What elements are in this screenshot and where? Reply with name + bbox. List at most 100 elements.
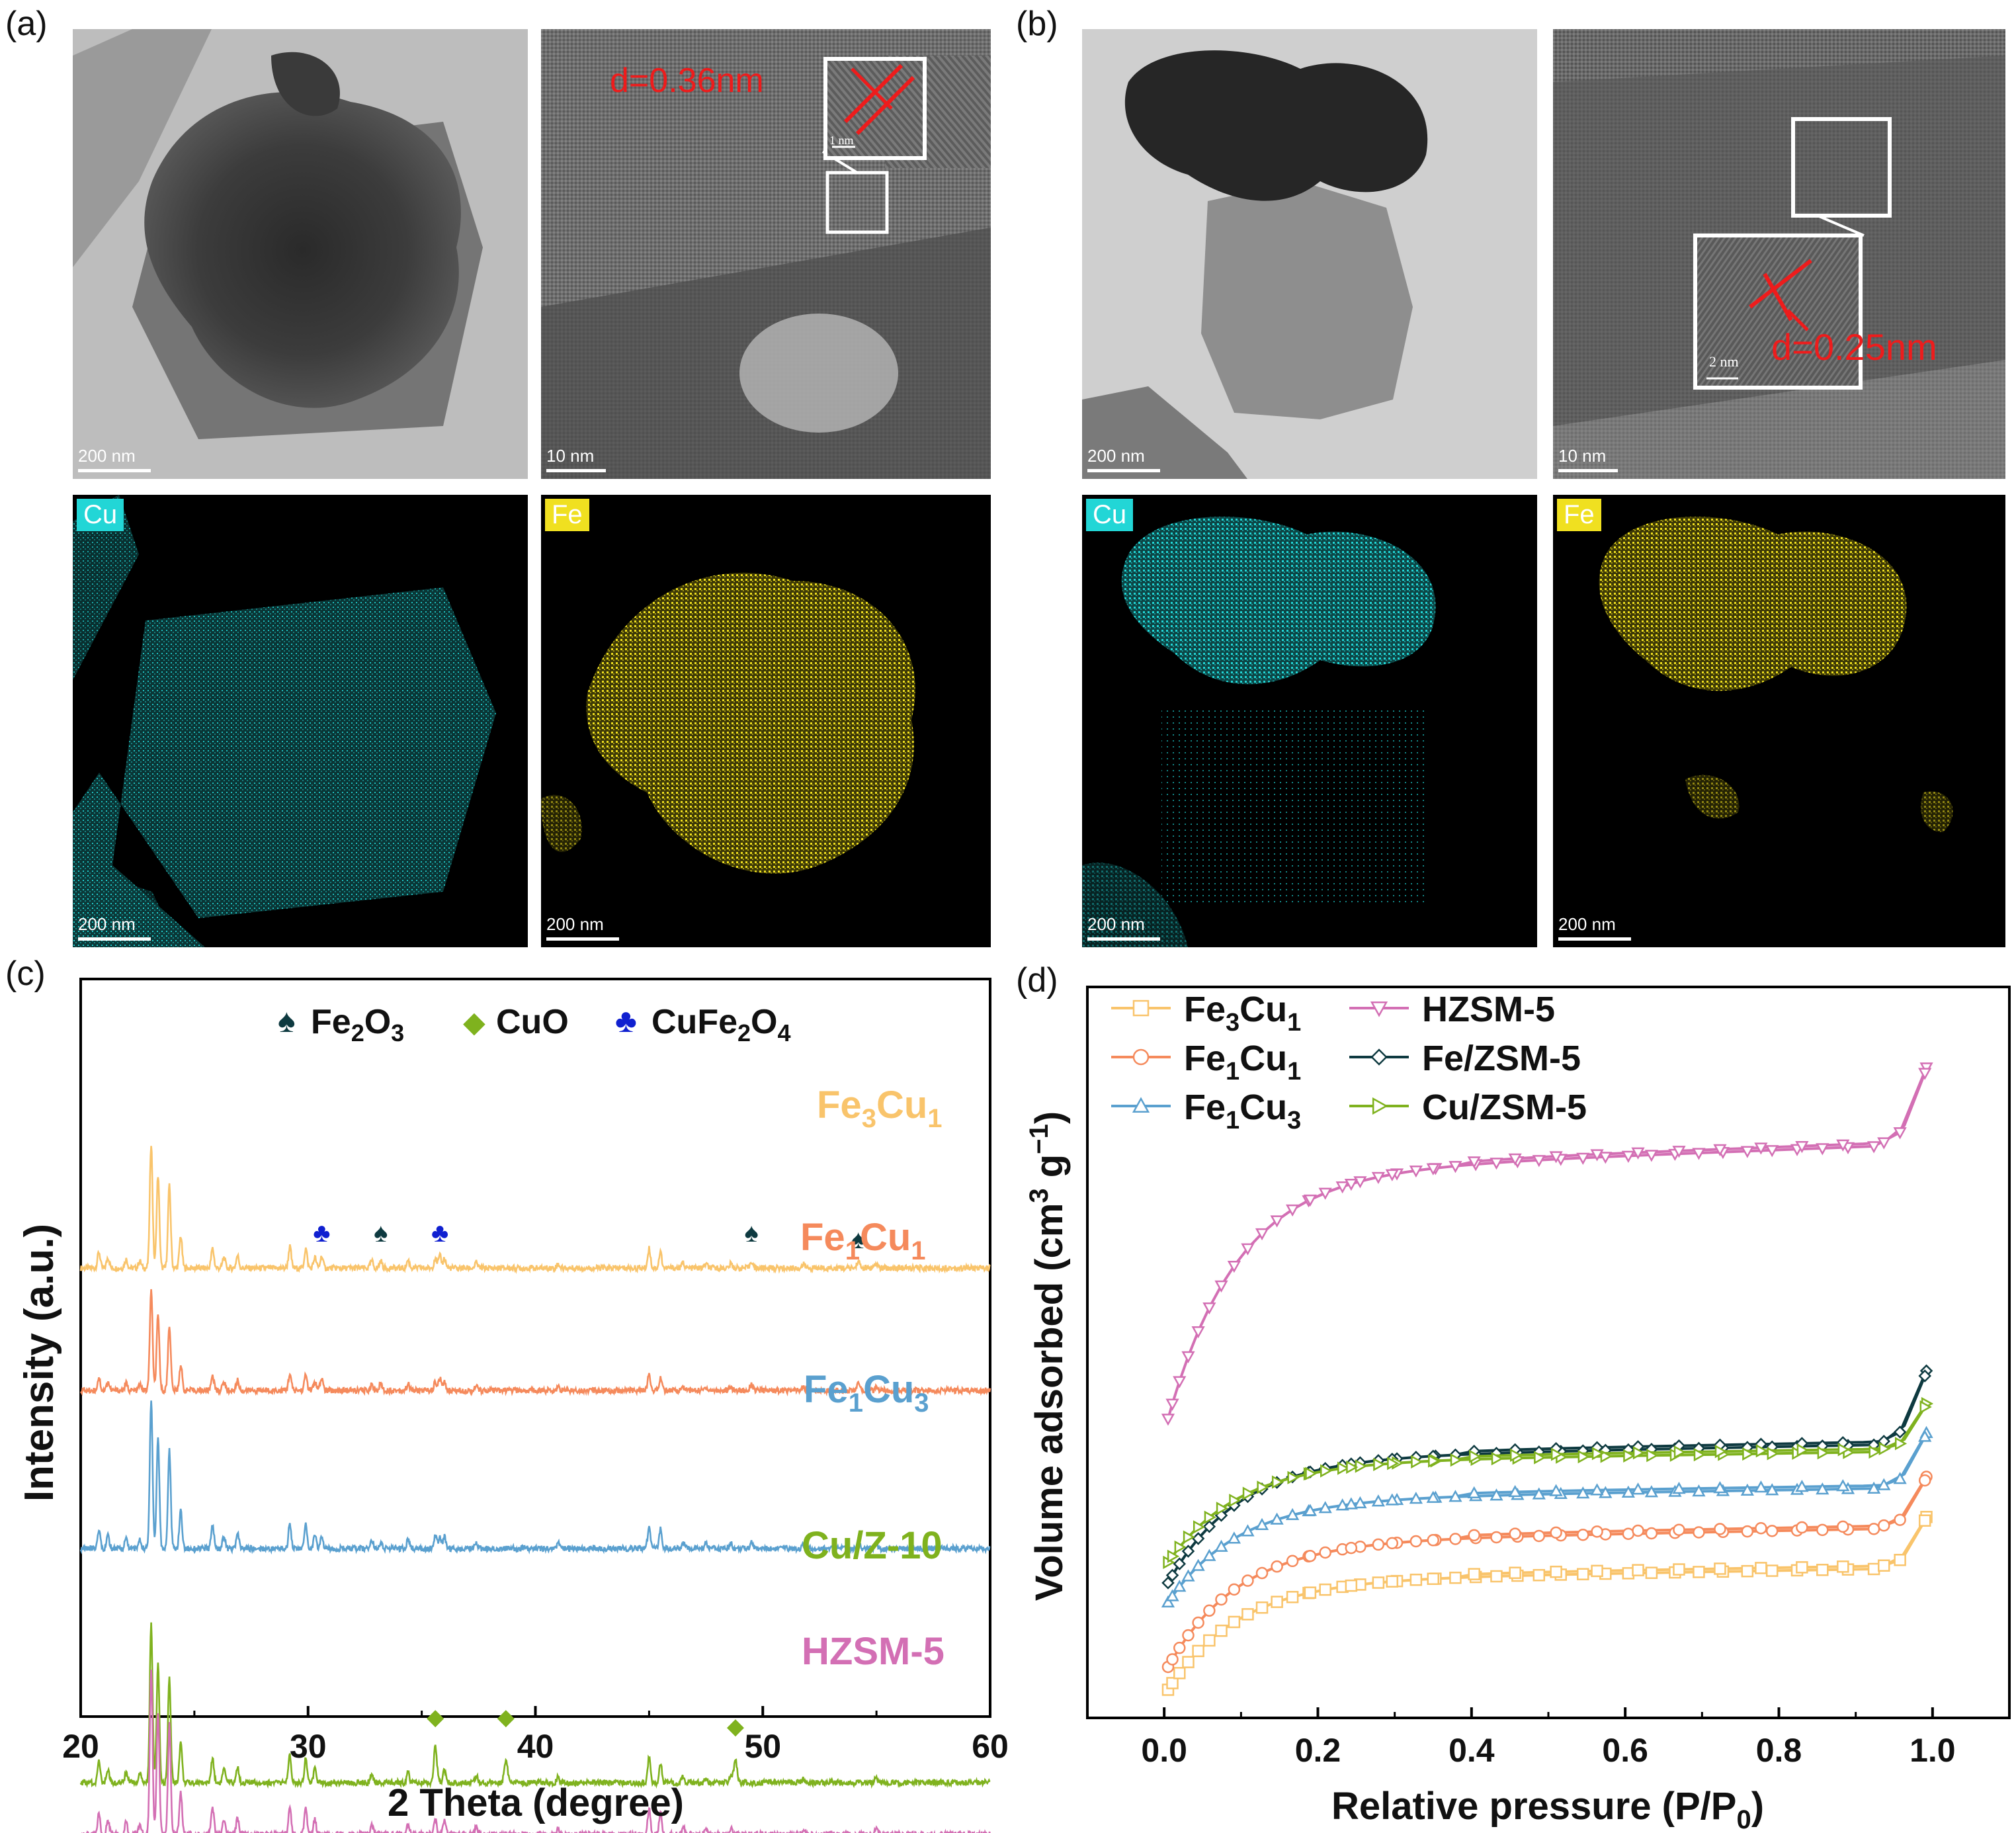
isotherm-point-fe1cu1 — [1228, 1583, 1241, 1596]
isotherm-point-cuzsm5 — [1742, 1447, 1755, 1461]
isotherm-point-fe1cu1 — [1490, 1531, 1503, 1544]
isotherm-point-hzsm5 — [1816, 1143, 1829, 1156]
xrd-xtick-label: 30 — [290, 1728, 327, 1765]
isotherm-point-hzsm5 — [1241, 1243, 1255, 1256]
scale-bar-b-cu: 200 nm — [1087, 914, 1160, 941]
isotherm-point-fe1cu1 — [1533, 1529, 1546, 1543]
scale-bar-a-cu-text: 200 nm — [78, 914, 136, 934]
series-label-cuz10: Cu/Z-10 — [802, 1524, 943, 1567]
isotherm-point-fe1cu1 — [1693, 1526, 1705, 1539]
isotherm-point-fe3cu1 — [1319, 1583, 1331, 1596]
scale-bar-a-fe-text: 200 nm — [546, 914, 604, 934]
isotherm-point-hzsm5 — [1191, 1326, 1205, 1339]
scale-bar-b-fe: 200 nm — [1558, 914, 1631, 941]
isotherm-ylabel: Volume adsorbed (cm3 g−1) — [1025, 1111, 1071, 1601]
isotherm-point-cuzsm5 — [1428, 1454, 1441, 1468]
isotherm-point-fe1cu3 — [1795, 1480, 1809, 1492]
isotherm-point-fe1cu3 — [1692, 1484, 1706, 1497]
isotherm-point-fe1cu3 — [1549, 1484, 1563, 1496]
isotherm-point-fe3cu1 — [1255, 1601, 1269, 1614]
isotherm-point-cuzsm5 — [1767, 1447, 1779, 1461]
series-label-hzsm5: HZSM-5 — [802, 1630, 945, 1673]
isotherm-point-fe1cu3 — [1202, 1549, 1216, 1561]
isotherm-point-hzsm5 — [1385, 1169, 1399, 1181]
isotherm-point-cuzsm5 — [1534, 1451, 1546, 1465]
isotherm-point-fe1cu1 — [1192, 1616, 1204, 1629]
isotherm-point-cuzsm5 — [1919, 1400, 1932, 1414]
eds-fe-label-a: Fe — [545, 499, 589, 531]
isotherm-point-fe1cu1 — [1632, 1524, 1644, 1537]
isotherm-point-fe1cu3 — [1318, 1501, 1332, 1513]
isotherm-point-cuzsm5 — [1646, 1449, 1659, 1463]
isotherm-point-hzsm5 — [1214, 1280, 1228, 1293]
legend-label-fe3cu1: Fe3Cu1 — [1184, 990, 1301, 1037]
scale-bar-b-hrtem-text: 10 nm — [1558, 446, 1607, 466]
isotherm-point-fe1cu3 — [1241, 1524, 1255, 1537]
isotherm-point-fe1cu1 — [1345, 1541, 1358, 1555]
isotherm-point-hzsm5 — [1549, 1151, 1563, 1164]
isotherm-point-fezsm5 — [1165, 1568, 1179, 1582]
isotherm-point-hzsm5 — [1532, 1155, 1546, 1168]
isotherm-point-fe1cu3 — [1754, 1480, 1768, 1493]
isotherm-point-fe1cu1 — [1215, 1593, 1228, 1606]
legend-marker-fe1cu1 — [1132, 1048, 1150, 1066]
isotherm-point-cuzsm5 — [1242, 1486, 1255, 1500]
panel-label-c: (c) — [5, 955, 46, 993]
isotherm-point-fe1cu1 — [1304, 1549, 1317, 1562]
isotherm-point-fe3cu1 — [1837, 1560, 1849, 1573]
legend-cuo-text: CuO — [496, 1003, 569, 1041]
isotherm-point-fe3cu1 — [1509, 1566, 1521, 1579]
isotherm-point-fe1cu3 — [1191, 1558, 1205, 1571]
isotherm-xtick-label: 0.6 — [1602, 1732, 1648, 1769]
isotherm-point-fe1cu1 — [1837, 1520, 1849, 1533]
isotherm-point-fezsm5 — [1181, 1545, 1195, 1558]
isotherm-point-fe1cu3 — [1467, 1486, 1481, 1498]
isotherm-point-fe3cu1 — [1228, 1615, 1241, 1629]
isotherm-point-hzsm5 — [1877, 1137, 1891, 1150]
isotherm-point-fe1cu1 — [1203, 1604, 1216, 1617]
isotherm-point-fe3cu1 — [1449, 1571, 1462, 1584]
isotherm-point-fe1cu1 — [1755, 1522, 1767, 1535]
isotherm-point-fe1cu3 — [1161, 1595, 1175, 1608]
legend-fe2o3-text: Fe2O3 — [311, 1003, 404, 1046]
isotherm-point-hzsm5 — [1576, 1152, 1590, 1165]
isotherm-point-hzsm5 — [1621, 1150, 1635, 1163]
eds-fe-map-a: Fe 200 nm — [541, 495, 991, 947]
isotherm-point-cuzsm5 — [1387, 1457, 1400, 1471]
isotherm-point-cuzsm5 — [1714, 1445, 1728, 1459]
isotherm-point-fe1cu1 — [1878, 1519, 1890, 1532]
isotherm-point-fe3cu1 — [1867, 1562, 1880, 1576]
isotherm-point-cuzsm5 — [1229, 1494, 1241, 1508]
isotherm-point-hzsm5 — [1318, 1187, 1332, 1200]
legend-label-cuzsm5: Cu/ZSM-5 — [1422, 1087, 1587, 1127]
isotherm-point-cuzsm5 — [1577, 1449, 1590, 1464]
isotherm-point-fe3cu1 — [1345, 1579, 1358, 1592]
isotherm-point-fe1cu3 — [1335, 1498, 1349, 1511]
isotherm-point-fe1cu3 — [1740, 1483, 1754, 1496]
isotherm-point-fe1cu3 — [1918, 1429, 1932, 1442]
isotherm-point-cuzsm5 — [1491, 1451, 1504, 1466]
isotherm-point-fe3cu1 — [1755, 1562, 1767, 1574]
isotherm-xtick-label: 0.2 — [1295, 1732, 1341, 1769]
isotherm-point-hzsm5 — [1285, 1204, 1300, 1217]
isotherm-point-hzsm5 — [1202, 1302, 1216, 1315]
isotherm-point-hzsm5 — [1672, 1146, 1686, 1158]
legend-marker-fe3cu1 — [1132, 1000, 1150, 1017]
cuo-peak-marker: ◆ — [497, 1705, 515, 1730]
xrd-xtick-label: 60 — [972, 1728, 1009, 1765]
eds-fe-label-b: Fe — [1557, 499, 1601, 531]
series-label-fe1cu3: Fe1Cu3 — [804, 1368, 929, 1418]
hrtem-image-a-art — [541, 29, 991, 479]
isotherm-point-fe1cu3 — [1816, 1482, 1829, 1495]
scale-bar-a-tem: 200 nm — [78, 446, 151, 472]
lattice-label-a: d=0.36nm — [610, 62, 764, 100]
isotherm-point-fe3cu1 — [1577, 1568, 1589, 1580]
inset-scale-b: 2 nm — [1709, 353, 1739, 370]
isotherm-point-fe1cu3 — [1181, 1569, 1195, 1582]
isotherm-point-fe1cu1 — [1449, 1533, 1462, 1545]
isotherm-point-hzsm5 — [1644, 1150, 1659, 1162]
eds-fe-map-b-art — [1553, 495, 2005, 947]
legend-marker-cuzsm5 — [1372, 1097, 1388, 1115]
isotherm-point-fe1cu3 — [1672, 1482, 1686, 1494]
isotherm-point-fe3cu1 — [1796, 1561, 1808, 1574]
